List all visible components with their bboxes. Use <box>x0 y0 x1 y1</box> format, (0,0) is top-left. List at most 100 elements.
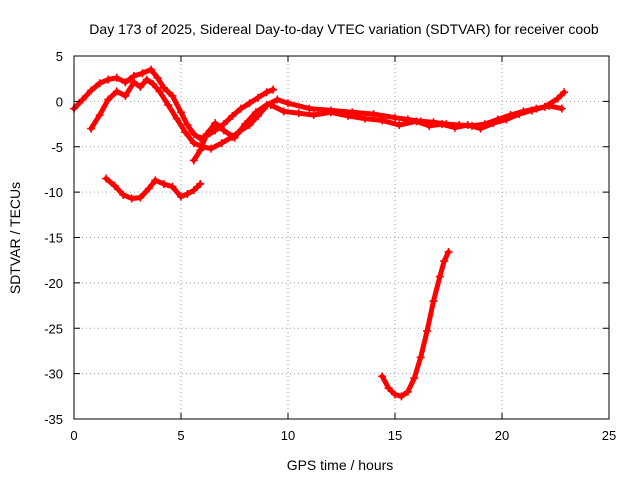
data-point <box>450 123 459 132</box>
data-point <box>189 139 198 148</box>
data-point <box>440 257 449 266</box>
data-point <box>102 174 111 183</box>
data-point <box>397 392 406 401</box>
data-point <box>136 193 145 202</box>
series-track-d <box>266 88 569 133</box>
data-point <box>87 124 96 133</box>
data-point <box>262 88 271 97</box>
data-point <box>181 128 190 137</box>
data-point <box>429 297 438 306</box>
data-point <box>527 106 536 115</box>
x-tick-label: 10 <box>281 428 295 443</box>
data-point <box>127 194 136 203</box>
series-line-track-c <box>191 97 565 163</box>
data-point <box>129 78 138 87</box>
data-point <box>384 384 393 393</box>
data-point <box>463 120 472 129</box>
data-point <box>196 146 205 155</box>
data-point <box>112 87 121 96</box>
data-point <box>423 326 432 335</box>
data-point <box>412 117 421 126</box>
data-point <box>155 87 164 96</box>
data-point <box>202 130 211 139</box>
data-point <box>78 95 87 104</box>
data-point <box>395 120 404 129</box>
data-point <box>183 189 192 198</box>
series-line-track-d <box>268 89 567 132</box>
data-point <box>219 126 228 135</box>
data-point <box>189 186 198 195</box>
data-point <box>369 110 378 119</box>
y-tick-label: -25 <box>44 321 63 336</box>
data-point <box>305 104 314 113</box>
y-tick-label: -15 <box>44 231 63 246</box>
data-point <box>241 120 250 129</box>
data-point <box>476 124 485 133</box>
y-tick-label: 5 <box>56 49 63 64</box>
data-point <box>279 107 288 116</box>
data-point <box>189 130 198 139</box>
data-point <box>245 99 254 108</box>
x-tick-label: 25 <box>602 428 616 443</box>
y-tick-label: 0 <box>56 94 63 109</box>
data-point <box>416 353 425 362</box>
data-point <box>172 114 181 123</box>
data-point <box>196 179 205 188</box>
data-point <box>425 121 434 130</box>
data-point <box>159 83 168 92</box>
data-point <box>177 108 185 117</box>
data-point <box>164 101 173 110</box>
data-point <box>217 139 226 148</box>
data-point <box>206 144 215 153</box>
data-point <box>560 88 569 97</box>
chart-title: Day 173 of 2025, Sidereal Day-to-day VTE… <box>89 21 599 37</box>
data-point <box>183 120 192 129</box>
y-axis-label: SDTVAR / TECUs <box>7 182 23 294</box>
series-track-f <box>378 248 453 401</box>
data-point <box>149 80 158 89</box>
data-point <box>142 75 151 84</box>
data-point <box>502 115 511 124</box>
data-point <box>489 119 498 128</box>
data-point <box>284 99 292 108</box>
data-point <box>159 179 168 188</box>
data-point <box>228 111 237 120</box>
data-point <box>95 79 104 88</box>
series-track-e <box>102 174 205 203</box>
data-point <box>147 65 156 74</box>
data-point <box>540 102 549 111</box>
data-point <box>121 91 130 100</box>
data-point <box>211 119 220 128</box>
data-point <box>136 82 145 91</box>
data-point <box>391 390 399 399</box>
data-point <box>378 116 387 125</box>
data-point <box>121 78 130 87</box>
data-point <box>391 113 399 122</box>
data-point <box>515 110 524 119</box>
series-layer <box>70 65 569 401</box>
data-point <box>95 110 104 119</box>
data-point <box>104 95 113 104</box>
data-point <box>110 181 119 190</box>
data-point <box>153 73 162 82</box>
data-point <box>151 176 160 185</box>
data-point <box>435 272 444 281</box>
data-point <box>87 86 96 95</box>
data-point <box>138 69 147 78</box>
x-tick-label: 0 <box>70 428 77 443</box>
data-point <box>104 75 113 84</box>
series-line-track-f <box>379 249 451 399</box>
data-point <box>361 114 370 123</box>
data-point <box>438 120 447 129</box>
y-tick-label: -20 <box>44 276 63 291</box>
data-point <box>230 133 239 142</box>
data-point <box>236 104 245 113</box>
series-track-a <box>70 65 278 143</box>
data-point <box>189 156 198 165</box>
data-point <box>309 110 318 119</box>
x-tick-label: 5 <box>177 428 184 443</box>
data-point <box>553 94 562 103</box>
y-tick-label: -30 <box>44 367 63 382</box>
x-axis-label: GPS time / hours <box>287 457 394 473</box>
